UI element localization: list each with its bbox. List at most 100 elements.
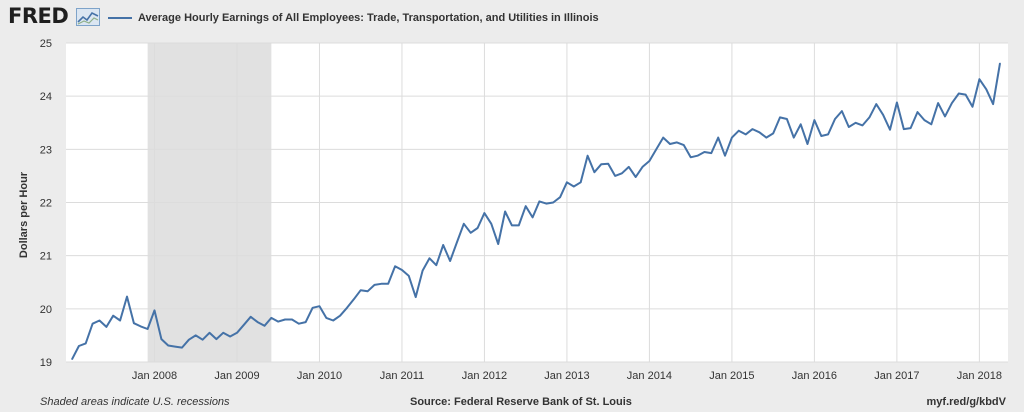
data-point: [257, 321, 259, 323]
data-point: [635, 176, 637, 178]
x-tick-label: Jan 2009: [214, 370, 259, 382]
data-point: [937, 102, 939, 104]
data-point: [559, 196, 561, 198]
data-point: [655, 148, 657, 150]
data-point: [683, 144, 685, 146]
chart-line-icon: [76, 8, 100, 26]
data-point: [958, 92, 960, 95]
data-point: [250, 316, 252, 318]
data-point: [813, 119, 816, 121]
data-point: [277, 320, 279, 323]
data-point: [421, 269, 424, 272]
legend-label[interactable]: Average Hourly Earnings of All Employees…: [138, 12, 599, 24]
gridlines: [66, 42, 1008, 363]
data-point: [930, 123, 932, 125]
chart-header: FRED Average Hourly Earnings of All Empl…: [0, 0, 1024, 34]
data-point: [167, 344, 169, 347]
data-point: [174, 345, 176, 348]
data-point: [208, 332, 211, 334]
data-point: [195, 334, 197, 337]
data-point: [965, 93, 967, 96]
data-point: [923, 119, 925, 121]
data-point: [518, 224, 520, 226]
data-point: [765, 137, 767, 139]
data-point: [641, 166, 644, 168]
data-point: [992, 103, 994, 105]
data-point: [710, 152, 712, 154]
data-point: [793, 137, 795, 139]
data-point: [806, 143, 809, 145]
x-tick-label: Jan 2011: [380, 370, 424, 382]
data-point: [380, 283, 382, 285]
data-point: [98, 319, 101, 322]
data-point: [236, 332, 238, 334]
data-point: [147, 328, 149, 330]
data-point: [263, 325, 266, 327]
legend-line-swatch: [108, 17, 132, 19]
y-tick-label: 23: [40, 144, 52, 156]
data-point: [731, 137, 733, 139]
data-point: [470, 232, 472, 234]
data-point: [483, 212, 486, 214]
data-point: [580, 181, 582, 183]
x-tick-label: Jan 2013: [544, 370, 589, 382]
x-tick-label: Jan 2015: [709, 370, 754, 382]
data-point: [105, 326, 107, 328]
data-point: [511, 224, 513, 226]
data-point: [593, 171, 596, 173]
data-point: [841, 110, 843, 112]
data-point: [401, 269, 403, 271]
data-point: [291, 318, 293, 321]
data-point: [614, 175, 616, 177]
short-link[interactable]: myf.red/g/kbdV: [926, 396, 1006, 408]
data-point: [353, 298, 355, 300]
data-point: [724, 155, 726, 157]
data-point: [820, 135, 822, 137]
y-axis-ticks: 19 20 21 22 23 24 25: [40, 38, 52, 369]
data-point: [676, 141, 678, 144]
data-point: [463, 223, 465, 225]
legend: Average Hourly Earnings of All Employees…: [108, 10, 599, 26]
data-point: [628, 166, 630, 168]
data-point: [202, 339, 204, 341]
data-point: [153, 309, 156, 312]
data-point: [71, 358, 73, 360]
data-point: [538, 200, 541, 203]
y-tick-label: 20: [40, 304, 52, 316]
data-point: [772, 132, 774, 134]
data-point: [834, 118, 836, 120]
data-point: [449, 260, 451, 262]
data-point: [848, 126, 850, 128]
data-point: [889, 129, 891, 131]
data-point: [387, 283, 389, 285]
y-tick-label: 22: [40, 198, 52, 210]
data-point: [621, 172, 623, 174]
data-point: [717, 137, 719, 139]
data-point: [985, 88, 987, 90]
data-point: [222, 332, 224, 334]
data-point: [600, 163, 602, 165]
data-point: [490, 223, 492, 225]
data-point: [999, 62, 1001, 64]
data-point: [140, 325, 142, 327]
data-point: [662, 137, 664, 139]
fred-logo[interactable]: FRED: [8, 4, 69, 28]
data-point: [415, 296, 417, 298]
data-point: [270, 317, 272, 319]
x-tick-label: Jan 2017: [874, 370, 919, 382]
x-axis-ticks: Jan 2008 Jan 2009 Jan 2010 Jan 2011 Jan 2012…: [132, 370, 1002, 382]
data-point: [311, 307, 314, 309]
data-point: [476, 227, 479, 229]
series-line: [71, 63, 1001, 360]
data-point: [786, 118, 788, 120]
data-point: [408, 275, 410, 277]
data-point: [318, 305, 321, 307]
data-point: [868, 116, 870, 119]
data-point: [944, 115, 946, 117]
recession-note: Shaded areas indicate U.S. recessions: [40, 396, 230, 408]
data-point: [971, 106, 974, 108]
data-point: [85, 342, 87, 344]
data-point: [497, 243, 499, 245]
data-point: [696, 155, 699, 157]
source-note: Source: Federal Reserve Bank of St. Loui…: [410, 396, 632, 408]
